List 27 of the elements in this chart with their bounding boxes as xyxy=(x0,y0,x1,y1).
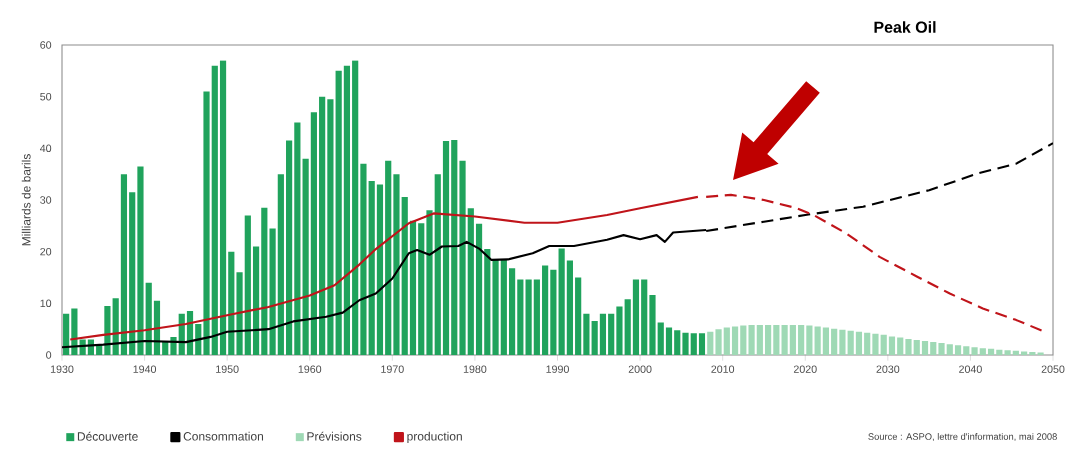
x-tick-label: 1970 xyxy=(381,365,404,373)
x-tick-label: 2030 xyxy=(876,365,900,373)
y-tick-label: 0 xyxy=(46,351,52,359)
x-tick-label: 2050 xyxy=(1041,365,1065,373)
legend-label: production xyxy=(407,431,462,443)
x-tick-label: 2010 xyxy=(711,365,735,373)
y-tick-label: 30 xyxy=(40,196,52,204)
x-tick-label: 1940 xyxy=(133,365,157,373)
legend-label: Consommation xyxy=(183,431,264,441)
y-axis-title: Milliards de barils xyxy=(21,154,31,246)
x-tick-label: 1960 xyxy=(298,365,322,373)
y-tick-label: 60 xyxy=(40,41,52,49)
y-tick-label: 40 xyxy=(39,144,52,153)
x-tick-label: 1980 xyxy=(463,365,487,373)
x-tick-label: 1950 xyxy=(216,365,239,373)
y-tick-label: 10 xyxy=(40,299,52,308)
legend-label: Prévisions xyxy=(307,431,362,441)
chart-title: Peak Oil xyxy=(874,21,936,33)
x-tick-label: 2000 xyxy=(628,365,652,373)
legend-label: Découverte xyxy=(77,431,138,441)
x-tick-label: 2020 xyxy=(793,365,817,373)
y-tick-label: 20 xyxy=(40,247,52,256)
x-tick-label: 2040 xyxy=(959,365,982,373)
source-note: Source : ASPO, lettre d'information, mai 2008 xyxy=(868,433,1057,441)
x-tick-label: 1930 xyxy=(50,365,74,373)
y-tick-label: 50 xyxy=(40,92,52,101)
x-tick-label: 1990 xyxy=(546,365,569,373)
